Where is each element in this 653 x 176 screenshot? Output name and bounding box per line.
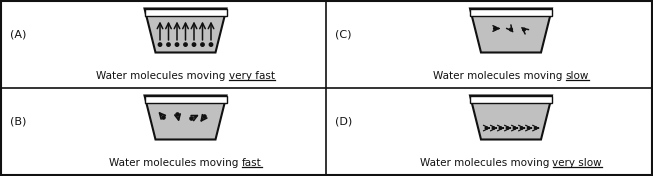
Polygon shape [470, 96, 552, 103]
Polygon shape [144, 96, 227, 140]
Circle shape [158, 43, 162, 46]
Circle shape [203, 115, 206, 118]
Text: fast: fast [242, 158, 262, 168]
Text: (B): (B) [10, 117, 26, 127]
Circle shape [500, 127, 502, 129]
Text: very fast: very fast [229, 71, 275, 81]
Circle shape [210, 43, 213, 46]
Circle shape [528, 127, 530, 129]
Text: very slow: very slow [552, 158, 602, 168]
Polygon shape [144, 8, 227, 52]
Circle shape [201, 43, 204, 46]
Text: Water molecules moving: Water molecules moving [420, 158, 552, 168]
Circle shape [506, 127, 509, 129]
Polygon shape [144, 96, 227, 103]
Text: slow: slow [565, 71, 589, 81]
Circle shape [190, 117, 193, 120]
Circle shape [192, 43, 196, 46]
Circle shape [522, 28, 526, 31]
Polygon shape [470, 96, 552, 140]
Text: (C): (C) [335, 30, 351, 39]
Text: (A): (A) [10, 30, 26, 39]
Polygon shape [470, 8, 552, 15]
Circle shape [183, 43, 187, 46]
Text: Water molecules moving: Water molecules moving [96, 71, 229, 81]
Circle shape [492, 127, 494, 129]
Circle shape [162, 116, 165, 119]
Circle shape [534, 127, 537, 129]
Circle shape [494, 27, 496, 30]
Polygon shape [144, 8, 227, 15]
Circle shape [520, 127, 523, 129]
Circle shape [513, 127, 516, 129]
Circle shape [175, 43, 179, 46]
Circle shape [167, 43, 170, 46]
Circle shape [485, 127, 488, 129]
Polygon shape [470, 8, 552, 52]
Circle shape [509, 28, 513, 31]
Text: Water molecules moving: Water molecules moving [109, 158, 242, 168]
Circle shape [176, 113, 179, 116]
Text: Water molecules moving: Water molecules moving [433, 71, 565, 81]
Text: (D): (D) [335, 117, 352, 127]
